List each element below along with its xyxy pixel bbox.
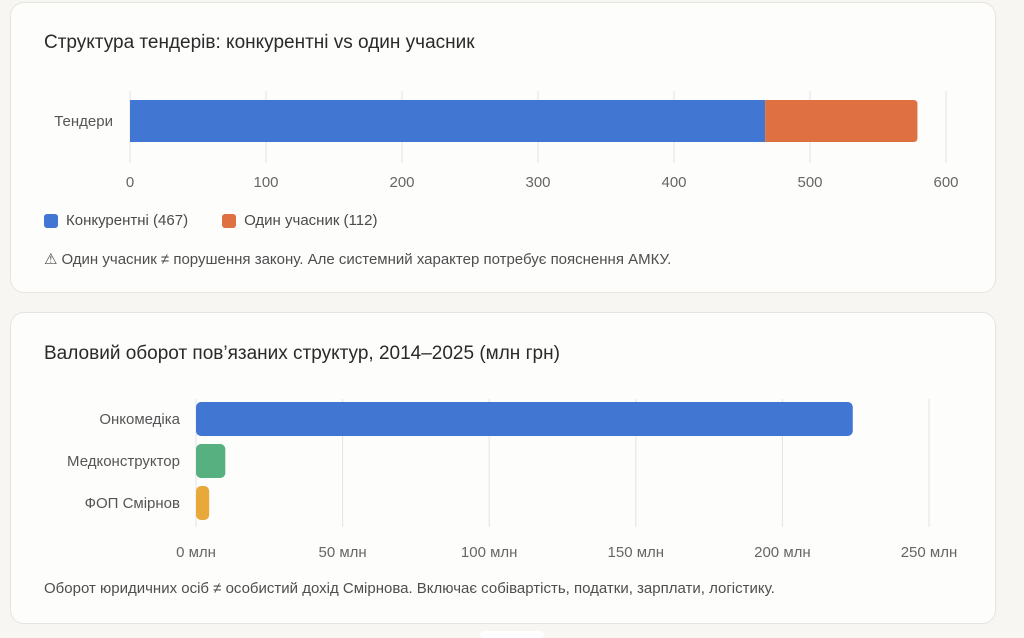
turnover-chart: 0 млн 50 млн 100 млн 150 млн 200 млн 250 млн О… bbox=[67, 399, 958, 561]
x-tick-label: 100 млн bbox=[461, 544, 518, 561]
x-tick-label: 200 bbox=[389, 174, 414, 191]
note-text: Один учасник ≠ порушення закону. Але сис… bbox=[61, 251, 672, 268]
x-tick-label: 250 млн bbox=[901, 544, 958, 561]
scroll-handle bbox=[480, 631, 544, 638]
x-tick-label: 100 bbox=[253, 174, 278, 191]
legend-item-single[interactable]: Один учасник (112) bbox=[222, 212, 377, 229]
chart-note: Оборот юридичних осіб ≠ особистий дохід … bbox=[44, 580, 775, 597]
x-tick-label: 500 bbox=[797, 174, 822, 191]
legend: Конкурентні (467) Один учасник (112) bbox=[44, 212, 377, 229]
bar-medkonstruktor bbox=[196, 444, 226, 478]
x-tick-label: 200 млн bbox=[754, 544, 811, 561]
bar-fop-smirnov bbox=[196, 486, 210, 520]
x-tick-label: 150 млн bbox=[608, 544, 665, 561]
legend-item-competitive[interactable]: Конкурентні (467) bbox=[44, 212, 188, 229]
tender-chart: 0 100 200 300 400 500 600 Тендери bbox=[54, 91, 959, 191]
legend-swatch-single bbox=[222, 213, 237, 228]
chart-title: Структура тендерів: конкурентні vs один … bbox=[44, 32, 475, 53]
x-tick-label: 400 bbox=[661, 174, 686, 191]
legend-swatch-competitive bbox=[44, 213, 58, 228]
chart-note: ⚠ Один учасник ≠ порушення закону. Але си… bbox=[44, 250, 671, 268]
x-tick-label: 0 млн bbox=[176, 544, 216, 561]
x-tick-label: 300 bbox=[525, 174, 550, 191]
tender-structure-card: Структура тендерів: конкурентні vs один … bbox=[10, 2, 996, 293]
legend-label: Конкурентні (467) bbox=[66, 212, 189, 229]
bar-onkomedika bbox=[196, 402, 853, 436]
chart-title: Валовий оборот пов’язаних структур, 2014… bbox=[44, 343, 560, 364]
x-tick-label: 0 bbox=[126, 174, 134, 191]
legend-label: Один учасник (112) bbox=[244, 212, 378, 229]
warning-icon: ⚠ bbox=[44, 251, 58, 268]
bar-single bbox=[765, 100, 918, 142]
bar-competitive bbox=[130, 100, 766, 142]
category-label: Онкомедіка bbox=[99, 411, 180, 428]
category-label: ФОП Смірнов bbox=[85, 495, 180, 512]
x-tick-label: 600 bbox=[933, 174, 958, 191]
category-label: Тендери bbox=[54, 113, 113, 130]
x-tick-label: 50 млн bbox=[318, 544, 366, 561]
turnover-card: Валовий оборот пов’язаних структур, 2014… bbox=[10, 312, 996, 624]
category-label: Медконструктор bbox=[67, 453, 180, 470]
